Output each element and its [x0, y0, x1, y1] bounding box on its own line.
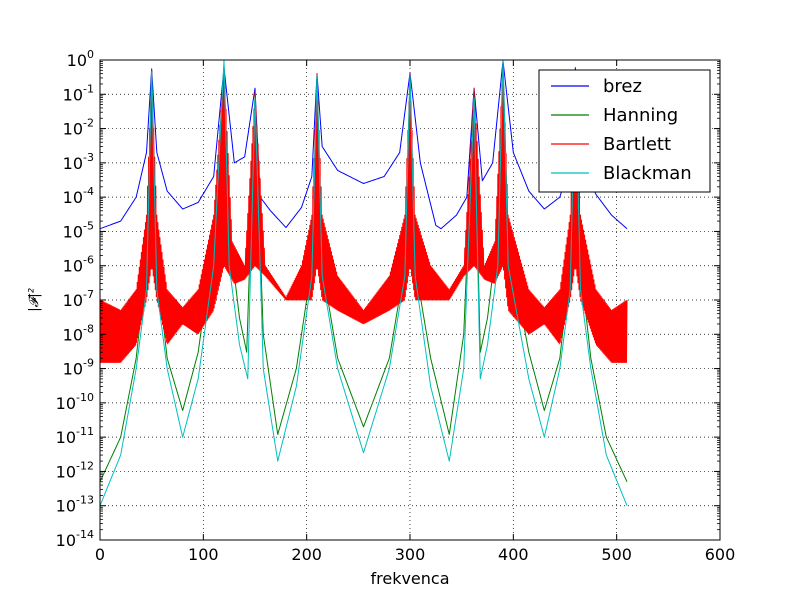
y-tick-label: 10-13	[56, 494, 94, 516]
y-tick-label: 10-10	[56, 391, 94, 413]
x-tick-label: 500	[601, 545, 632, 564]
y-tick-label: 10-5	[63, 219, 94, 241]
series-line-brez	[100, 60, 628, 230]
y-tick-label: 10-8	[63, 322, 94, 344]
x-tick-label: 300	[395, 545, 426, 564]
legend-label: Bartlett	[603, 134, 671, 155]
y-tick-label: 10-9	[63, 357, 94, 379]
legend: brez Hanning Bartlett Blackman	[538, 69, 711, 193]
x-tick-label: 600	[705, 545, 736, 564]
tick-layer	[99, 59, 721, 541]
y-tick-label: 10-7	[63, 288, 94, 310]
legend-label: Hanning	[603, 105, 678, 126]
legend-box	[538, 69, 711, 193]
x-tick-label: 100	[188, 545, 219, 564]
tick-label-layer: 0 100 200 300 400 500 600 100 10-1 10-2 10-3 10-4 10…	[56, 48, 736, 564]
x-tick-label: 400	[498, 545, 529, 564]
y-tick-label: 10-12	[56, 459, 94, 481]
x-tick-label: 200	[291, 545, 322, 564]
y-tick-label: 10-6	[63, 254, 94, 276]
y-tick-label: 10-11	[56, 425, 94, 447]
series-line-hanning	[100, 61, 628, 482]
y-tick-label: 10-1	[63, 82, 94, 104]
y-tick-label: 10-4	[63, 185, 94, 207]
y-tick-label: 10-3	[63, 151, 94, 173]
series-line-blackman	[100, 60, 628, 506]
legend-label: Blackman	[603, 163, 692, 184]
y-axis-label: |𝓕|²	[27, 288, 42, 312]
y-tick-label: 100	[67, 48, 94, 70]
legend-label: brez	[603, 76, 642, 97]
y-tick-label: 10-2	[63, 117, 94, 139]
x-axis-label: frekvenca	[370, 569, 449, 588]
y-tick-label: 10-14	[56, 528, 94, 550]
x-tick-label: 0	[95, 545, 105, 564]
series-layer	[100, 60, 628, 506]
